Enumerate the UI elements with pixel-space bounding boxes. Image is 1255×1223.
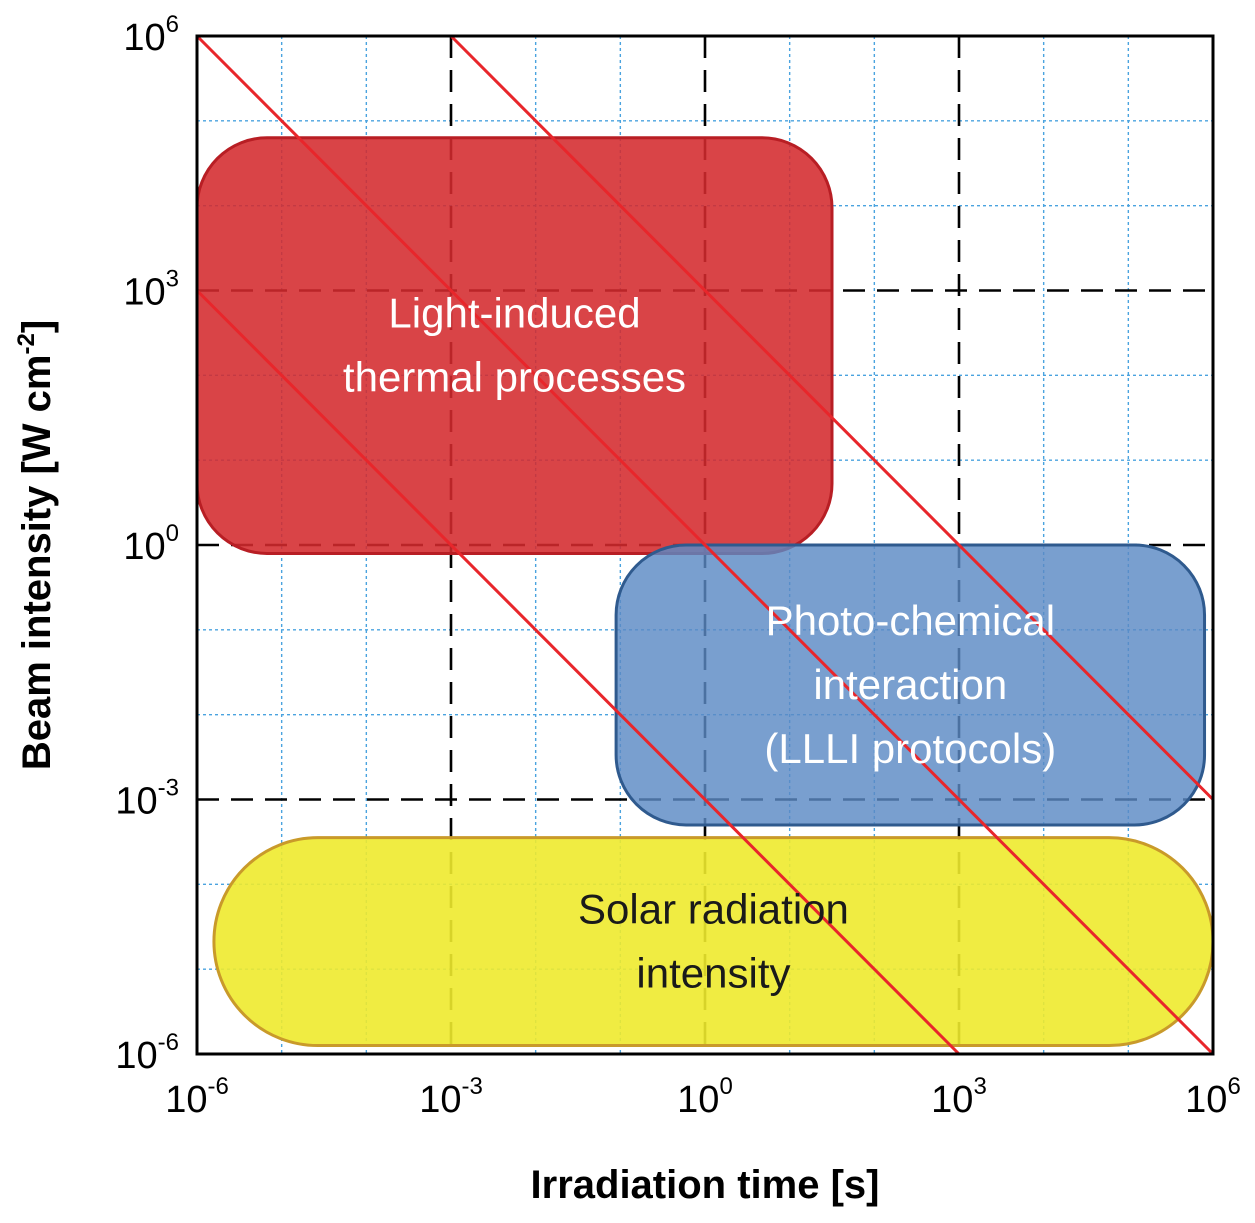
region-thermal-label-line: Light-induced [388, 290, 640, 337]
region-thermal-label-line: thermal processes [343, 354, 686, 401]
x-tick-label: 106 [1185, 1073, 1241, 1121]
y-tick-labels: 10-6 10-3 100 103 106 [115, 11, 179, 1077]
y-tick-label: 103 [123, 266, 179, 314]
fluence-line [195, 34, 1215, 1056]
y-tick-label: 106 [123, 11, 179, 59]
y-tick-label: 10-3 [115, 775, 179, 823]
y-axis-title: Beam intensity [W cm-2] [13, 320, 59, 770]
region-solar-label-line: Solar radiation [578, 886, 849, 933]
region-labels: Light-induced thermal processes Photo-chem… [343, 290, 1056, 997]
y-axis-title-base: Beam intensity [W cm [15, 355, 59, 771]
x-tick-label: 103 [931, 1073, 987, 1121]
region-photochemical-label-line: Photo-chemical [766, 597, 1055, 644]
fluence-line [449, 34, 1215, 801]
y-tick-label: 100 [123, 520, 179, 568]
y-axis-title-close: ] [15, 320, 59, 333]
x-tick-label: 10-6 [165, 1073, 229, 1121]
region-solar [212, 836, 1215, 1048]
x-tick-label: 100 [677, 1073, 733, 1121]
x-tick-labels: 10-6 10-3 100 103 106 [165, 1073, 1241, 1121]
plot-frame [195, 34, 1215, 1056]
region-photochemical [614, 543, 1207, 827]
region-solar-label-line: intensity [636, 950, 790, 997]
y-tick-label: 10-6 [115, 1029, 179, 1077]
fluence-line [195, 289, 961, 1056]
region-photochemical-label-line: (LLLI protocols) [764, 725, 1056, 772]
region-photochemical-label-line: interaction [813, 661, 1007, 708]
region-thermal [195, 136, 834, 555]
y-axis-title-exponent: -2 [13, 333, 40, 354]
x-tick-label: 10-3 [419, 1073, 483, 1121]
x-axis-title: Irradiation time [s] [531, 1163, 880, 1207]
fluence-lines [195, 34, 1215, 1056]
